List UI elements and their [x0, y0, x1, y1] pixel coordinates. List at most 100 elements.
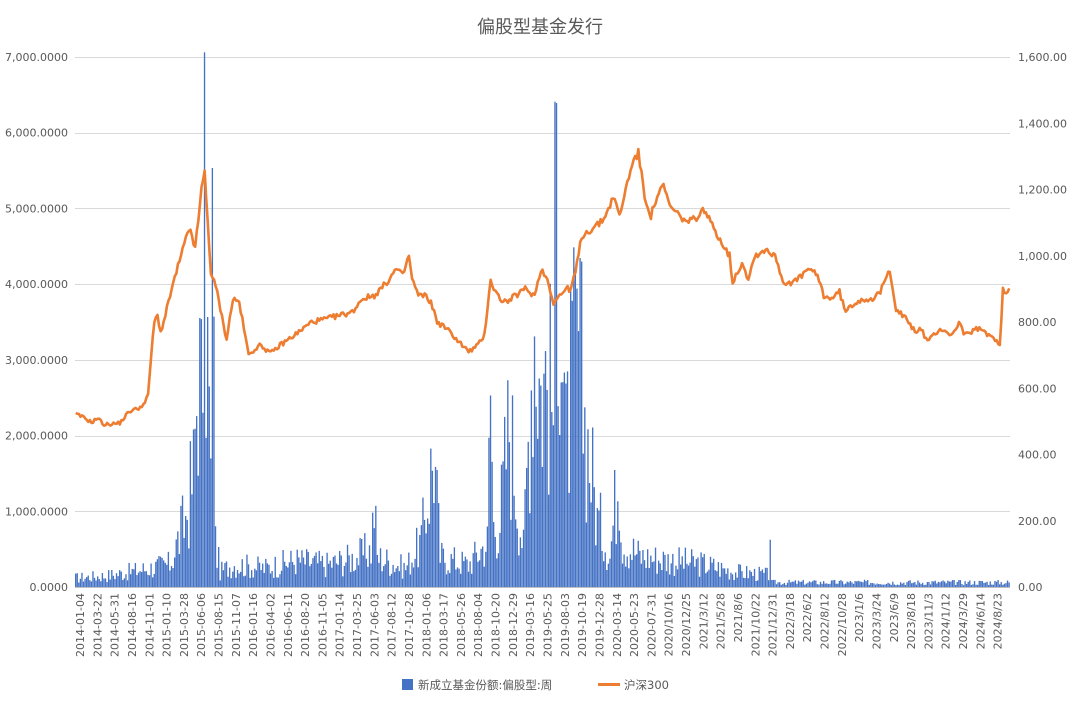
bar [398, 571, 401, 587]
left-axis-tick-label: 4,000.0000 [5, 278, 68, 291]
bar [995, 581, 998, 587]
bar [716, 571, 718, 587]
bar [282, 550, 284, 587]
bar [530, 390, 533, 587]
bar [548, 494, 550, 587]
bar [221, 561, 223, 587]
legend-label-line: 沪深300 [624, 678, 669, 692]
bar [142, 563, 144, 587]
bar [819, 581, 822, 587]
bar [728, 579, 731, 587]
bar [925, 584, 927, 587]
bar [879, 584, 881, 587]
bar [79, 578, 82, 587]
bar [758, 566, 760, 587]
x-axis-tick-label: 2021/10/22 [749, 593, 762, 656]
x-axis-tick-label: 2020/10/16 [663, 593, 676, 656]
x-axis-tick-label: 2020/12/25 [680, 593, 693, 656]
bar [436, 470, 438, 587]
bar [86, 577, 88, 587]
bar [370, 563, 372, 587]
bar [752, 575, 754, 587]
x-axis-tick-label: 2021/5/28 [715, 593, 728, 649]
bar [797, 580, 800, 587]
bar [885, 583, 888, 587]
bar [185, 515, 187, 587]
x-axis-tick-label: 2014-05-31 [109, 593, 122, 657]
bar [610, 541, 613, 587]
bar [123, 578, 126, 587]
x-axis-tick-label: 2014-01-04 [74, 593, 87, 657]
x-axis-tick-label: 2015-06-06 [195, 593, 208, 657]
bar [892, 581, 894, 587]
bar [768, 580, 770, 587]
x-axis-tick-label: 2016-01-16 [247, 593, 260, 657]
bar [207, 317, 209, 587]
bar [89, 580, 91, 587]
bar [246, 554, 248, 587]
bar [104, 578, 107, 587]
bar [395, 568, 397, 587]
bar [904, 585, 907, 587]
bar [843, 584, 845, 587]
bar [989, 581, 991, 587]
bar [802, 579, 804, 587]
bar [372, 512, 374, 587]
bar [416, 527, 418, 587]
bar [252, 577, 254, 587]
bar [992, 584, 995, 587]
bar [868, 584, 870, 587]
bar [320, 561, 322, 587]
bar [513, 495, 515, 587]
bar [518, 555, 520, 587]
bar [585, 522, 588, 587]
bar [351, 553, 353, 587]
bar [654, 547, 657, 587]
bar [409, 574, 412, 587]
x-axis-tick-label: 2021/3/12 [697, 593, 710, 649]
bar [452, 558, 454, 587]
bar [273, 577, 275, 587]
bar [911, 583, 913, 587]
bar [225, 561, 228, 587]
bar [834, 579, 836, 587]
bar [912, 582, 914, 587]
bar [823, 581, 825, 587]
bar [664, 554, 666, 587]
bar [119, 570, 121, 587]
bar [931, 581, 933, 587]
bar [906, 582, 908, 587]
bar [310, 563, 313, 587]
bar [133, 569, 135, 587]
x-axis-tick-label: 2015-03-28 [178, 593, 191, 657]
bar [406, 565, 408, 587]
bar [290, 550, 292, 587]
bar [200, 319, 203, 587]
bar [958, 580, 960, 587]
bar [983, 582, 985, 587]
bar [645, 567, 647, 587]
bar [703, 553, 705, 587]
bar [422, 497, 424, 587]
bar [174, 557, 176, 587]
bar [772, 579, 775, 587]
bar [128, 562, 130, 587]
bar [986, 581, 988, 587]
bar [208, 386, 210, 587]
bar [279, 574, 281, 587]
bar [735, 572, 737, 587]
bar [420, 525, 423, 587]
bar [334, 555, 336, 587]
bar [309, 566, 311, 587]
bar [684, 547, 687, 587]
x-axis-tick-label: 2023/8/18 [905, 593, 918, 649]
bar [901, 583, 903, 587]
bar [775, 584, 778, 587]
x-axis-tick-label: 2018-01-06 [420, 593, 433, 657]
x-axis-tick-label: 2017-10-28 [403, 593, 416, 657]
bar [441, 542, 443, 587]
x-axis-tick-label: 2023/11/3 [922, 593, 935, 649]
bar [681, 556, 683, 587]
bar [832, 580, 834, 587]
